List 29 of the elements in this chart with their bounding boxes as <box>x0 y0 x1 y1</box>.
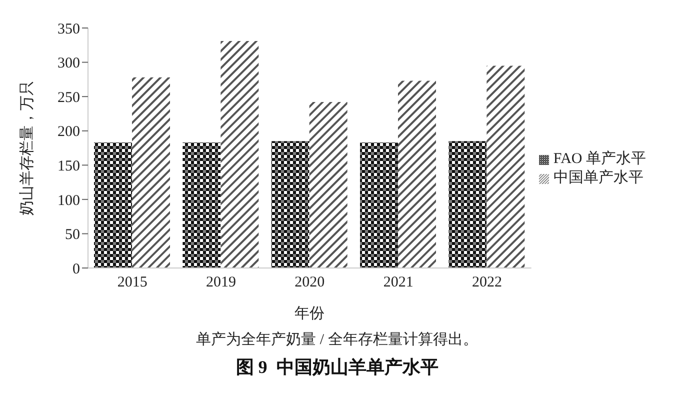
x-tick-label: 2019 <box>206 274 236 291</box>
text: 单产为全年产奶量 / 全年存栏量计算得出。 <box>195 330 479 349</box>
bar <box>94 142 132 268</box>
x-tick-label: 2022 <box>472 274 502 291</box>
bar <box>486 66 525 268</box>
bar <box>309 102 348 268</box>
x-tick-label: 2020 <box>294 274 325 291</box>
bar <box>132 77 170 268</box>
bar <box>448 141 487 268</box>
y-tick-label: 250 <box>58 90 80 106</box>
y-tick-label: 150 <box>58 158 80 174</box>
x-axis-title: 年份 <box>294 305 325 322</box>
bar <box>398 80 436 268</box>
y-axis-title: 奶山羊存栏量，万只 <box>18 80 36 216</box>
legend-label: 中国单产水平 <box>553 170 644 186</box>
y-tick-label: 300 <box>58 56 80 72</box>
bar <box>360 142 398 268</box>
bar <box>271 141 310 268</box>
legend-label: FAO 单产水平 <box>553 151 646 167</box>
bar <box>182 142 221 268</box>
y-tick-label: 200 <box>58 124 80 140</box>
x-tick-label: 2015 <box>117 274 148 291</box>
y-tick-label: 0 <box>72 261 80 278</box>
y-tick-label: 100 <box>58 192 80 209</box>
y-tick-label: 50 <box>65 227 80 244</box>
y-tick-label: 350 <box>58 21 80 38</box>
text: 图 9 中国奶山羊单产水平 <box>234 356 440 379</box>
bar <box>220 41 259 268</box>
x-tick-label: 2021 <box>383 274 414 291</box>
